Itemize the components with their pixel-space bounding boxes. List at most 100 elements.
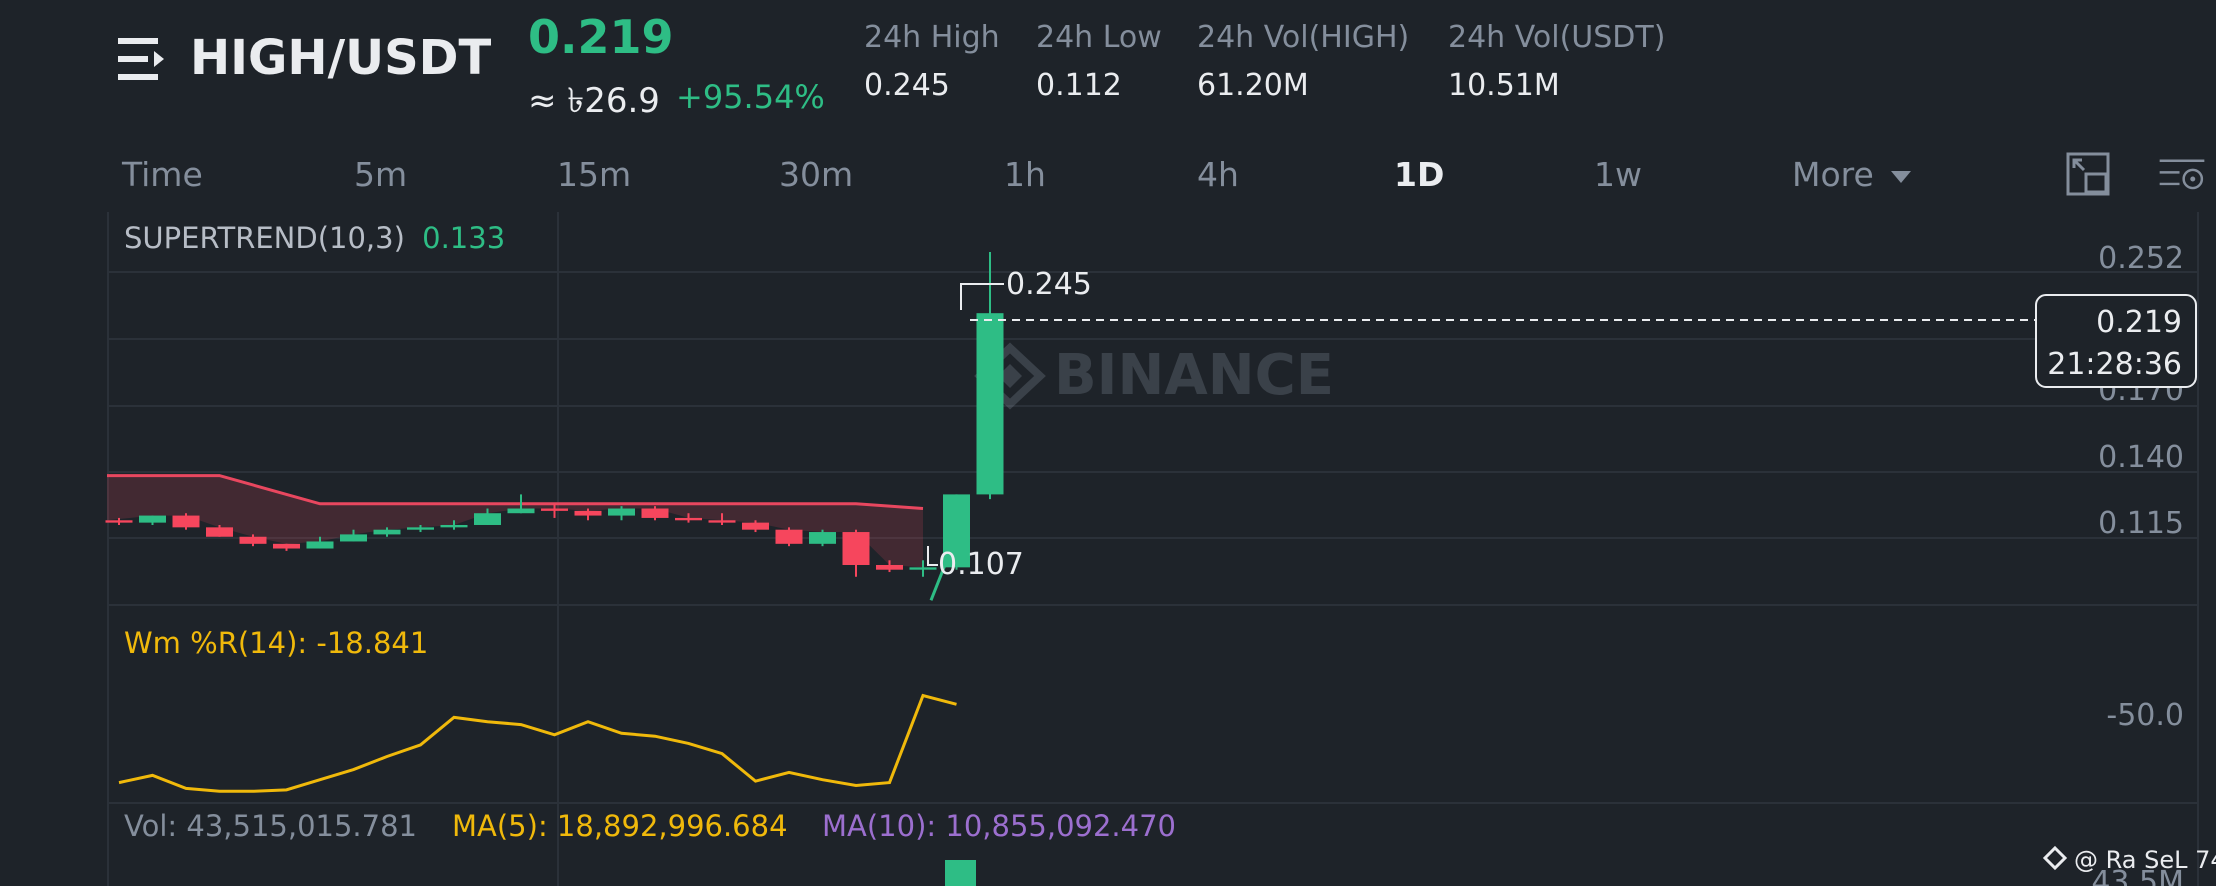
volume-y-tick: 43.5M [2091,865,2184,886]
y-tick-0252: 0.252 [2098,241,2184,276]
supertrend-label: SUPERTREND(10,3) 0.133 [124,221,505,255]
candle-body [574,510,602,516]
candle [641,506,669,521]
candle-body [306,541,334,549]
stat-24h-vol-base-value: 61.20M [1197,68,1309,103]
candle [172,513,200,530]
low-marker: 0.107 [927,546,1024,582]
candle [809,529,836,547]
stat-24h-vol-quote-value: 10.51M [1448,68,1560,103]
y-tick-0115: 0.115 [2098,506,2184,541]
candle [507,494,535,514]
candle-body [541,508,568,511]
candle [340,529,367,542]
candle-body [775,529,803,544]
high-marker-label: 0.245 [1006,267,1092,302]
candle [407,524,434,533]
caret-down-icon [1891,170,1912,183]
candle-body [943,494,970,568]
candle [775,527,803,547]
candle-body [172,515,200,528]
williams-r-label: Wm %R(14): -18.841 [124,626,428,660]
candle [139,515,166,525]
candles-layer [105,252,1004,577]
supertrend-fill [107,475,923,568]
candle [574,508,602,521]
candle-countdown: 21:28:36 [2047,347,2182,382]
tab-5m[interactable]: 5m [354,155,408,194]
candle-body [708,520,736,523]
candle-body [273,543,300,549]
tab-15m[interactable]: 15m [557,155,632,194]
low-marker-label: 0.107 [938,547,1024,582]
high-marker: 0.245 [960,267,1092,310]
more-label: More [1792,155,1874,194]
candle-body [641,508,669,518]
candle [306,536,334,549]
candle-body [507,508,535,514]
candle [909,560,937,577]
y-tick-0140: 0.140 [2098,440,2184,475]
ma10-label: MA(10): 10,855,092.470 [822,809,1176,843]
binance-small-icon [2042,845,2068,871]
chart-settings-icon[interactable] [2158,150,2206,198]
candle [105,517,133,525]
tab-30m[interactable]: 30m [779,155,854,194]
candle-body [909,567,937,570]
candle-body [239,536,267,544]
binance-watermark: BINANCE [974,342,1334,410]
menu-icon[interactable] [118,34,168,84]
candle [943,494,970,570]
candle-body [105,520,133,523]
williams-y-tick: -50.0 [2106,698,2184,733]
candle-body [340,534,367,542]
footer-credit: @ Ra SeL 74 [2042,845,2216,874]
candle-body [842,532,870,565]
candle-body [474,513,501,525]
more-dropdown[interactable]: More [1792,155,1912,194]
candle [373,527,401,537]
candle-body [809,532,836,544]
current-price-box: 0.219 21:28:36 [2035,294,2197,388]
tab-time[interactable]: Time [122,155,203,194]
tab-1w[interactable]: 1w [1594,155,1642,194]
stat-24h-high-value: 0.245 [864,68,950,103]
chart-grid [107,212,2199,886]
candle [206,524,233,537]
stat-24h-low-label: 24h Low [1036,20,1162,55]
fiat-price: ≈ ৳26.9 [528,81,660,121]
stat-24h-vol-quote-label: 24h Vol(USDT) [1448,20,1666,55]
candle-body [608,508,635,516]
candle-body [139,515,166,523]
candle [273,543,300,551]
supertrend-name: SUPERTREND(10,3) [124,221,405,255]
candle-body [742,522,769,530]
current-price-value: 0.219 [2096,305,2182,340]
candle-body [440,524,468,528]
tab-1d[interactable]: 1D [1394,155,1445,194]
candle-body [976,313,1004,495]
tab-4h[interactable]: 4h [1197,155,1239,194]
fullscreen-icon[interactable] [2064,150,2112,198]
watermark-text: BINANCE [1054,343,1334,408]
tab-1h[interactable]: 1h [1004,155,1046,194]
candle [541,503,568,518]
pair-title[interactable]: HIGH/USDT [190,30,492,86]
candle-body [206,527,233,537]
credit-text: @ Ra SeL 74 [2074,846,2216,874]
stat-24h-high-label: 24h High [864,20,1000,55]
candle-body [373,529,401,535]
williams-r-line [118,693,957,793]
volume-label: Vol: 43,515,015.781 [124,809,417,843]
candle [876,560,903,573]
candle [675,513,702,523]
stat-24h-vol-base-label: 24h Vol(HIGH) [1197,20,1410,55]
candle [742,520,769,533]
candle [842,529,870,577]
candle [608,506,635,521]
candle [474,508,501,525]
candle-body [675,517,702,521]
candle [976,252,1004,500]
